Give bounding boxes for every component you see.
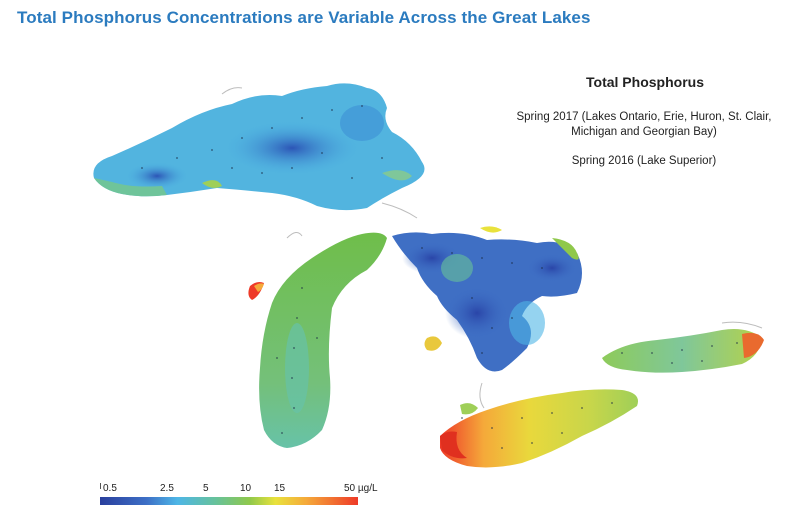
map-subtitle-line-1: Spring 2017 (Lakes Ontario, Erie, Huron,… (516, 111, 772, 123)
map-subtitle-line-3: Spring 2016 (Lake Superior) (571, 155, 717, 167)
map-subtitle-line-2: Michigan and Georgian Bay) (571, 126, 717, 138)
page-heading: Total Phosphorus Concentrations are Vari… (17, 8, 591, 27)
sampling-stations (141, 105, 738, 449)
lake-st-clair (460, 403, 478, 415)
saginaw-bay (424, 336, 442, 351)
scale-label-50: 50 µg/L (344, 483, 378, 494)
lake-erie (440, 389, 638, 468)
scale-label-15: 15 (274, 483, 286, 494)
scale-label-10: 10 (240, 483, 252, 494)
lake-ontario (602, 329, 764, 373)
color-scale-bar (100, 497, 358, 505)
shoreline-outlines (221, 87, 763, 409)
scale-label-2-5: 2.5 (160, 483, 174, 494)
map-title: Total Phosphorus (586, 74, 704, 90)
scale-label-0-5: 0.5 (103, 483, 117, 494)
great-lakes-map (93, 83, 764, 468)
lake-huron (392, 226, 582, 372)
scale-label-5: 5 (203, 483, 209, 494)
lake-superior (93, 83, 425, 211)
lake-michigan (259, 232, 387, 448)
phosphorus-map: Total Phosphorus Spring 2017 (Lakes Onta… (82, 58, 772, 510)
scale-tick-start (100, 483, 101, 489)
